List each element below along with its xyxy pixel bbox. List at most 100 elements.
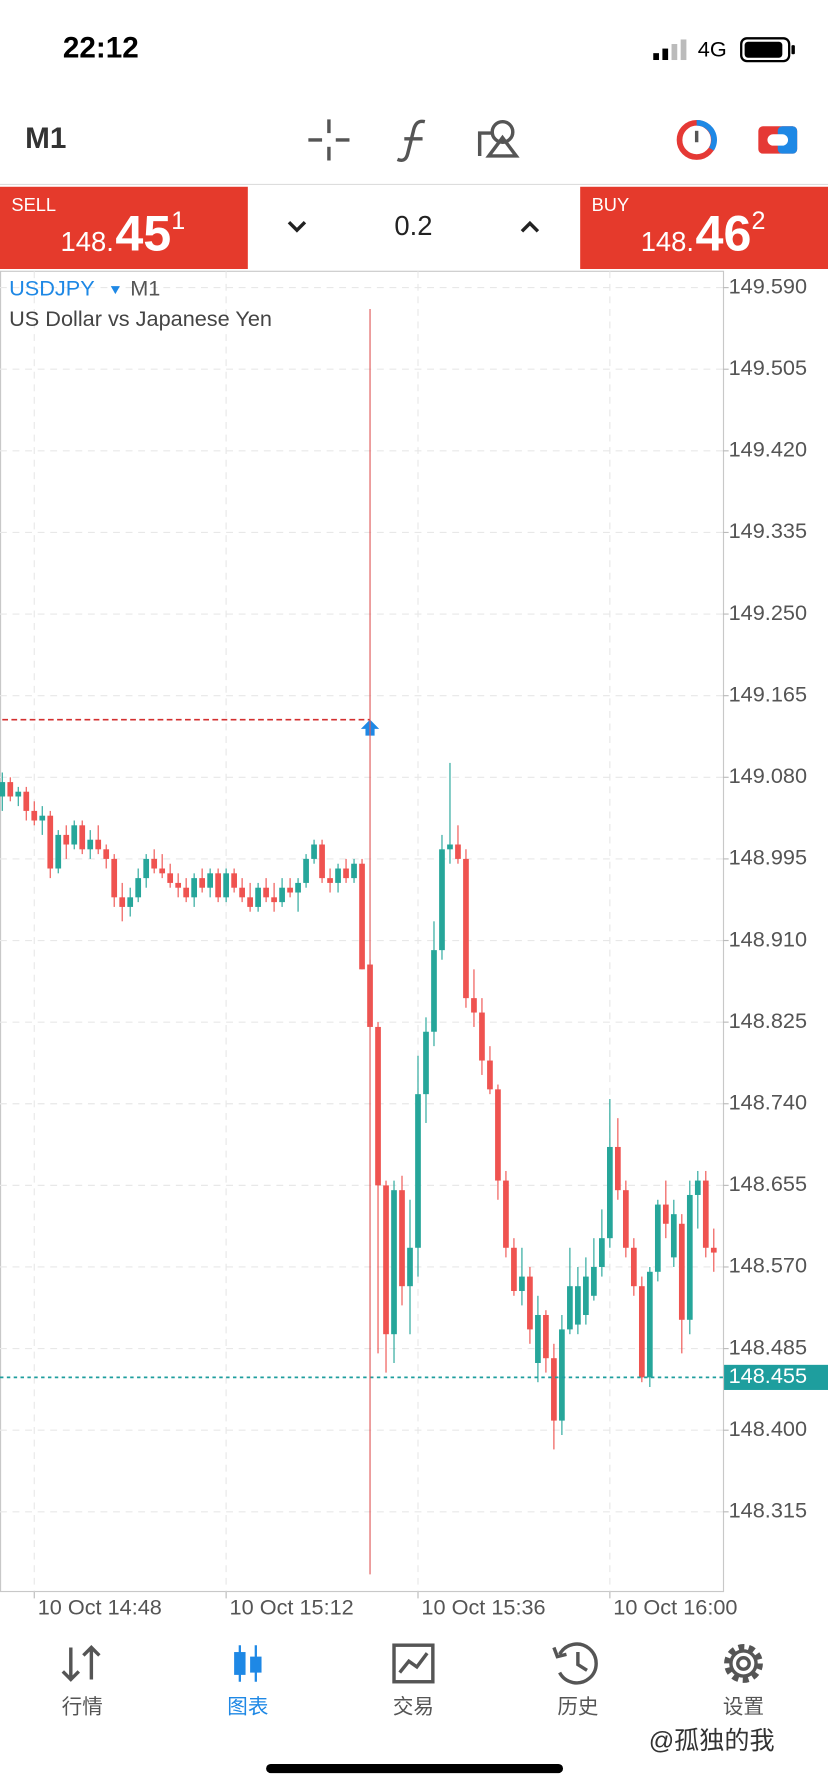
candle-body <box>247 897 253 907</box>
candle-body <box>511 1247 517 1291</box>
candle-body <box>151 858 158 869</box>
tab-icon <box>558 1642 598 1685</box>
icon-ring <box>696 119 717 151</box>
candle-body <box>654 1204 661 1272</box>
candle-body <box>159 868 166 874</box>
chart-timeframe: M1 <box>130 275 160 300</box>
tab-quotes[interactable]: 行情 <box>61 1645 103 1718</box>
tab-history[interactable]: 历史 <box>552 1642 599 1718</box>
y-tick-label: 148.570 <box>729 1253 807 1278</box>
candle-body <box>135 878 142 898</box>
tab-icon <box>234 1652 246 1675</box>
candle-body <box>471 998 477 1013</box>
tab-settings[interactable]: 设置 <box>723 1644 764 1718</box>
candle-body <box>223 873 229 898</box>
buy-price-main: 148. <box>641 226 694 257</box>
y-tick-label: 149.590 <box>729 273 807 298</box>
candle-body <box>375 1026 381 1186</box>
axes: 149.590 149.505 149.420 149.335 149.250 149.1… <box>33 273 828 1619</box>
volume-up[interactable] <box>520 220 540 233</box>
sell-button[interactable]: SELL 148. 45 1 <box>0 186 248 270</box>
crosshair-button[interactable] <box>308 119 350 161</box>
candle-body <box>543 1314 549 1359</box>
candle-body <box>111 858 118 898</box>
symbol-description: US Dollar vs Japanese Yen <box>9 306 272 331</box>
candle-body <box>359 863 365 970</box>
y-tick-label: 149.080 <box>729 763 807 788</box>
candle-body <box>599 1238 605 1267</box>
candle-body <box>0 782 6 797</box>
candle-body <box>119 897 126 907</box>
watermark: @孤独的我 <box>649 1727 775 1755</box>
candle-body <box>71 825 78 845</box>
candle-body <box>343 868 349 879</box>
icon-stroke <box>477 131 492 156</box>
buy-price-small: 2 <box>751 207 765 235</box>
candle-body <box>231 873 237 888</box>
buy-button[interactable]: BUY 148. 46 2 <box>580 186 828 270</box>
tab-bar: 行情 图表 交易 历史 设置 <box>61 1642 764 1718</box>
tab-icon <box>61 1645 101 1682</box>
y-tick-label: 148.315 <box>729 1498 807 1523</box>
y-tick-label: 149.250 <box>729 600 807 625</box>
last-price-box <box>724 1364 828 1390</box>
y-tick-label: 148.485 <box>729 1334 807 1359</box>
tab-chart[interactable]: 图表 <box>227 1645 268 1718</box>
candle-body <box>431 950 437 1032</box>
network-label: 4G <box>698 37 727 62</box>
x-tick-label: 10 Oct 14:48 <box>38 1594 162 1619</box>
trade-button[interactable] <box>676 119 717 160</box>
candle-body <box>207 873 213 888</box>
candle-body <box>399 1190 405 1287</box>
volume-down[interactable] <box>287 220 307 233</box>
chart: USDJPY M1 US Dollar vs Japanese Yen 149.… <box>0 270 828 1619</box>
candle-body <box>47 815 54 869</box>
tab-label: 历史 <box>557 1695 598 1718</box>
tab-label: 交易 <box>393 1695 434 1718</box>
timeframe-button[interactable]: M1 <box>25 122 66 155</box>
candle-body <box>407 1247 413 1287</box>
sell-price-main: 148. <box>61 226 114 257</box>
candle-body <box>702 1180 709 1248</box>
candle-body <box>271 897 277 903</box>
sell-price-small: 1 <box>171 207 185 235</box>
candle-body <box>638 1286 645 1378</box>
candle-body <box>199 878 206 888</box>
y-tick-label: 148.910 <box>729 926 807 951</box>
grid <box>0 271 723 1592</box>
candle-body <box>415 1094 421 1248</box>
candle-body <box>167 873 174 883</box>
candle-body <box>622 1190 629 1248</box>
candle-body <box>391 1190 397 1335</box>
tab-icon <box>724 1644 763 1683</box>
candle-body <box>551 1358 557 1421</box>
battery-level <box>744 41 783 58</box>
sell-label: SELL <box>11 194 56 215</box>
candle-body <box>87 839 94 850</box>
battery-tip <box>791 45 795 55</box>
signal-icon <box>653 39 687 61</box>
tab-icon <box>392 1643 435 1684</box>
y-tick-label: 149.420 <box>729 437 807 462</box>
icon-stroke <box>485 134 520 158</box>
tab-trade[interactable]: 交易 <box>392 1643 435 1718</box>
one-click-button[interactable] <box>758 126 798 154</box>
candle-body <box>335 868 341 883</box>
volume-value[interactable]: 0.2 <box>394 210 432 241</box>
candle-body <box>295 882 301 893</box>
symbol-dropdown[interactable] <box>110 286 120 295</box>
candle-body <box>255 887 261 907</box>
tab-icon <box>576 1652 588 1672</box>
candle-body <box>455 844 461 859</box>
symbol-label[interactable]: USDJPY <box>9 275 95 300</box>
buy-label: BUY <box>592 194 630 215</box>
objects-button[interactable] <box>477 119 520 158</box>
candle-body <box>694 1180 701 1195</box>
candle-body <box>686 1194 693 1320</box>
candle-body <box>535 1314 541 1363</box>
status-time: 22:12 <box>63 32 139 65</box>
indicators-button[interactable] <box>396 119 426 163</box>
y-tick-label: 148.400 <box>729 1416 807 1441</box>
